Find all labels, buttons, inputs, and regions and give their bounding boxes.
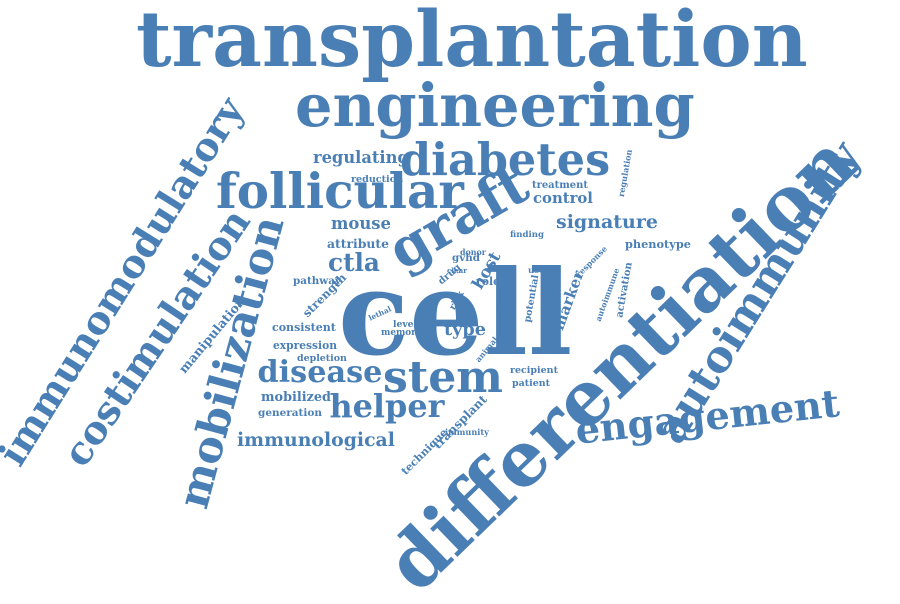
word-signature: signature — [556, 210, 658, 233]
word-diabetes: diabetes — [400, 134, 611, 186]
word-transplantation: transplantation — [136, 0, 808, 85]
word-phenotype: phenotype — [625, 236, 691, 251]
word-patient: patient — [512, 377, 551, 389]
word-role: role — [476, 274, 500, 288]
word-helper: helper — [329, 387, 445, 425]
word-clear: clear — [447, 265, 467, 275]
word-recipient: recipient — [510, 364, 558, 376]
word-depletion: depletion — [297, 352, 347, 364]
word-expression: expression — [273, 338, 337, 352]
word-useful: useful — [528, 265, 558, 276]
word-cell: cell — [338, 243, 573, 382]
word-control: control — [533, 188, 593, 207]
word-treatment: treatment — [532, 180, 588, 191]
word-ctla: ctla — [328, 247, 380, 277]
word-gvhd: gvhd — [452, 252, 480, 264]
word-generation: generation — [258, 407, 322, 419]
word-attribute: attribute — [327, 236, 389, 251]
word-immunity: immunity — [445, 427, 489, 437]
word-regulation: regulation — [615, 148, 635, 198]
word-reduction: reduction — [351, 174, 404, 185]
word-response: response — [574, 244, 609, 279]
word-donor: donor — [460, 248, 486, 257]
word-type: type — [444, 319, 486, 340]
word-level: level — [393, 318, 418, 330]
word-mobilized: mobilized — [261, 389, 331, 405]
word-engineering: engineering — [295, 70, 695, 140]
word-memory: memory — [381, 327, 421, 338]
word-follicular: follicular — [216, 164, 464, 220]
word-stem: stem — [383, 352, 503, 403]
word-finding: finding — [510, 229, 544, 240]
word-disease: disease — [257, 355, 383, 390]
word-pathway: pathway — [293, 275, 341, 287]
word-regulating: regulating — [313, 148, 409, 167]
word-technique: technique — [398, 425, 451, 478]
word-immunological: immunological — [237, 428, 395, 451]
word-mouse: mouse — [331, 214, 392, 233]
word-consistent: consistent — [272, 320, 336, 334]
